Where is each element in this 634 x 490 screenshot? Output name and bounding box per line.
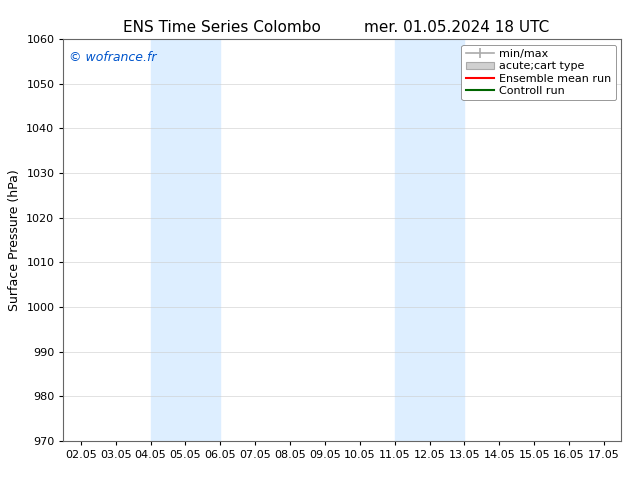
Text: mer. 01.05.2024 18 UTC: mer. 01.05.2024 18 UTC: [364, 20, 549, 35]
Text: ENS Time Series Colombo: ENS Time Series Colombo: [123, 20, 321, 35]
Bar: [150, 39, 221, 441]
Y-axis label: Surface Pressure (hPa): Surface Pressure (hPa): [8, 169, 21, 311]
Bar: [394, 39, 464, 441]
Legend: min/max, acute;cart type, Ensemble mean run, Controll run: min/max, acute;cart type, Ensemble mean …: [462, 45, 616, 100]
Text: © wofrance.fr: © wofrance.fr: [69, 51, 157, 64]
